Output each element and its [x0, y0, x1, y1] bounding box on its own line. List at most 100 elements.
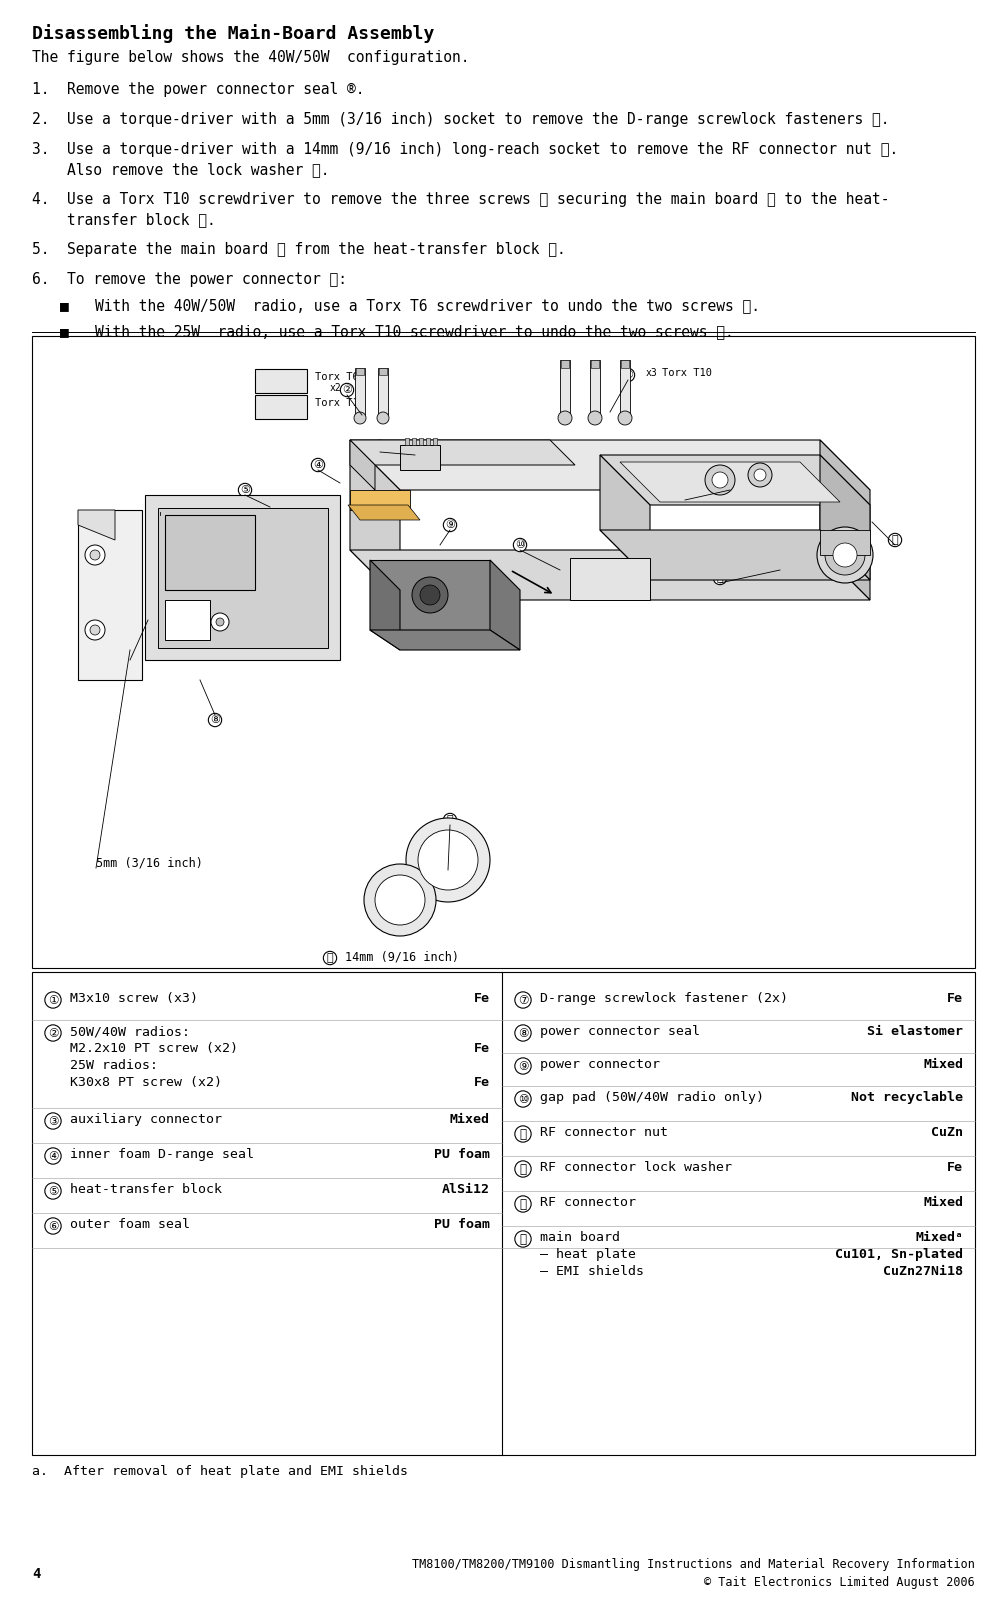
Circle shape — [85, 620, 105, 640]
Polygon shape — [433, 439, 437, 445]
Text: a.  After removal of heat plate and EMI shields: a. After removal of heat plate and EMI s… — [32, 1465, 408, 1478]
Text: 3.  Use a torque-driver with a 14mm (9/16 inch) long-reach socket to remove the : 3. Use a torque-driver with a 14mm (9/16… — [32, 142, 898, 157]
Text: ⒪: ⒪ — [676, 490, 683, 500]
Text: heat-transfer block: heat-transfer block — [70, 1183, 222, 1196]
Polygon shape — [591, 360, 599, 368]
Circle shape — [705, 464, 735, 495]
Text: ⒮: ⒮ — [891, 535, 898, 544]
Text: ⒪: ⒪ — [520, 1127, 527, 1140]
Text: ⑦: ⑦ — [125, 660, 135, 669]
Polygon shape — [350, 440, 575, 464]
Polygon shape — [370, 560, 490, 631]
Text: Si elastomer: Si elastomer — [867, 1025, 963, 1037]
Circle shape — [377, 411, 389, 424]
Text: ⒬: ⒬ — [717, 573, 724, 583]
Text: 6.  To remove the power connector ⑨:: 6. To remove the power connector ⑨: — [32, 272, 347, 287]
Circle shape — [618, 411, 632, 424]
Text: Mixed: Mixed — [923, 1058, 963, 1071]
Text: outer foam seal: outer foam seal — [70, 1218, 190, 1231]
Text: Disassembling the Main-Board Assembly: Disassembling the Main-Board Assembly — [32, 24, 434, 43]
Text: ④: ④ — [48, 1150, 58, 1162]
Text: x2: x2 — [330, 383, 342, 392]
Text: 5mm (3/16 inch): 5mm (3/16 inch) — [96, 857, 203, 869]
Text: ⒫: ⒫ — [446, 815, 453, 825]
Polygon shape — [590, 360, 600, 415]
Text: ①: ① — [623, 370, 633, 379]
Text: ③: ③ — [375, 442, 385, 451]
Text: PU foam: PU foam — [434, 1148, 490, 1161]
Circle shape — [588, 411, 602, 424]
Text: AlSi12: AlSi12 — [442, 1183, 490, 1196]
Text: ②: ② — [48, 1026, 58, 1039]
Text: 25W radios:: 25W radios: — [70, 1058, 158, 1073]
Text: ■   With the 40W/50W  radio, use a Torx T6 screwdriver to undo the two screws ②.: ■ With the 40W/50W radio, use a Torx T6 … — [60, 298, 760, 314]
Bar — [570, 559, 650, 600]
Polygon shape — [379, 368, 387, 375]
Circle shape — [375, 876, 425, 925]
Text: ■   With the 25W  radio, use a Torx T10 screwdriver to undo the two screws ②.: ■ With the 25W radio, use a Torx T10 scr… — [60, 323, 734, 339]
Circle shape — [418, 829, 478, 890]
Text: ⑥: ⑥ — [48, 1220, 58, 1233]
Text: ⑩: ⑩ — [515, 540, 525, 551]
Text: RF connector lock washer: RF connector lock washer — [540, 1161, 732, 1174]
Bar — [32, 972, 975, 1455]
Text: Torx T6: Torx T6 — [315, 371, 359, 383]
Text: ⑤: ⑤ — [240, 485, 250, 495]
Polygon shape — [600, 530, 870, 580]
Text: x3: x3 — [646, 368, 657, 378]
Circle shape — [354, 411, 366, 424]
Text: – heat plate: – heat plate — [540, 1249, 636, 1262]
Circle shape — [833, 543, 857, 567]
Polygon shape — [560, 360, 570, 415]
Polygon shape — [165, 600, 210, 640]
Polygon shape — [405, 439, 409, 445]
Polygon shape — [419, 439, 423, 445]
Polygon shape — [620, 360, 630, 415]
Text: ⑨: ⑨ — [445, 520, 455, 530]
Polygon shape — [370, 631, 520, 650]
Text: RF connector: RF connector — [540, 1196, 636, 1209]
Text: 4: 4 — [32, 1567, 40, 1582]
Text: TM8100/TM8200/TM9100 Dismantling Instructions and Material Recovery Information: TM8100/TM8200/TM9100 Dismantling Instruc… — [412, 1558, 975, 1571]
Bar — [255, 395, 307, 419]
Text: ⑨: ⑨ — [518, 1060, 529, 1073]
Text: Mixed: Mixed — [450, 1113, 490, 1126]
Text: Fe: Fe — [474, 1042, 490, 1055]
Polygon shape — [621, 360, 629, 368]
Text: Not recyclable: Not recyclable — [851, 1090, 963, 1105]
Text: ⒪: ⒪ — [327, 953, 334, 962]
Circle shape — [712, 472, 728, 488]
Text: © Tait Electronics Limited August 2006: © Tait Electronics Limited August 2006 — [705, 1575, 975, 1590]
Text: ⒮: ⒮ — [520, 1233, 527, 1246]
Circle shape — [90, 624, 101, 636]
Polygon shape — [78, 511, 115, 540]
Text: RF connector nut: RF connector nut — [540, 1126, 668, 1138]
Circle shape — [754, 469, 766, 480]
Text: 50W/40W radios:: 50W/40W radios: — [70, 1025, 190, 1037]
Circle shape — [364, 865, 436, 937]
Text: ②: ② — [342, 384, 352, 395]
Polygon shape — [158, 508, 328, 648]
Polygon shape — [378, 368, 388, 415]
Text: Fe: Fe — [474, 993, 490, 1005]
Text: 1.  Remove the power connector seal ®.: 1. Remove the power connector seal ®. — [32, 82, 365, 98]
Text: 4.  Use a Torx T10 screwdriver to remove the three screws ① securing the main bo: 4. Use a Torx T10 screwdriver to remove … — [32, 192, 889, 207]
Text: – EMI shields: – EMI shields — [540, 1265, 644, 1278]
Text: Fe: Fe — [947, 993, 963, 1005]
Polygon shape — [561, 360, 569, 368]
Circle shape — [420, 584, 440, 605]
Text: 2.  Use a torque-driver with a 5mm (3/16 inch) socket to remove the D-range scre: 2. Use a torque-driver with a 5mm (3/16 … — [32, 112, 889, 126]
Circle shape — [412, 576, 448, 613]
Text: Mixedᵃ: Mixedᵃ — [915, 1231, 963, 1244]
Polygon shape — [426, 439, 430, 445]
Text: Also remove the lock washer ⒫.: Also remove the lock washer ⒫. — [32, 162, 330, 178]
Circle shape — [211, 613, 229, 631]
Circle shape — [558, 411, 572, 424]
Text: 14mm (9/16 inch): 14mm (9/16 inch) — [345, 949, 459, 962]
Text: ③: ③ — [48, 1114, 58, 1127]
Text: Fe: Fe — [474, 1076, 490, 1089]
Polygon shape — [350, 440, 375, 490]
Polygon shape — [350, 440, 870, 490]
Text: power connector seal: power connector seal — [540, 1025, 700, 1037]
Text: ①: ① — [48, 994, 58, 1007]
